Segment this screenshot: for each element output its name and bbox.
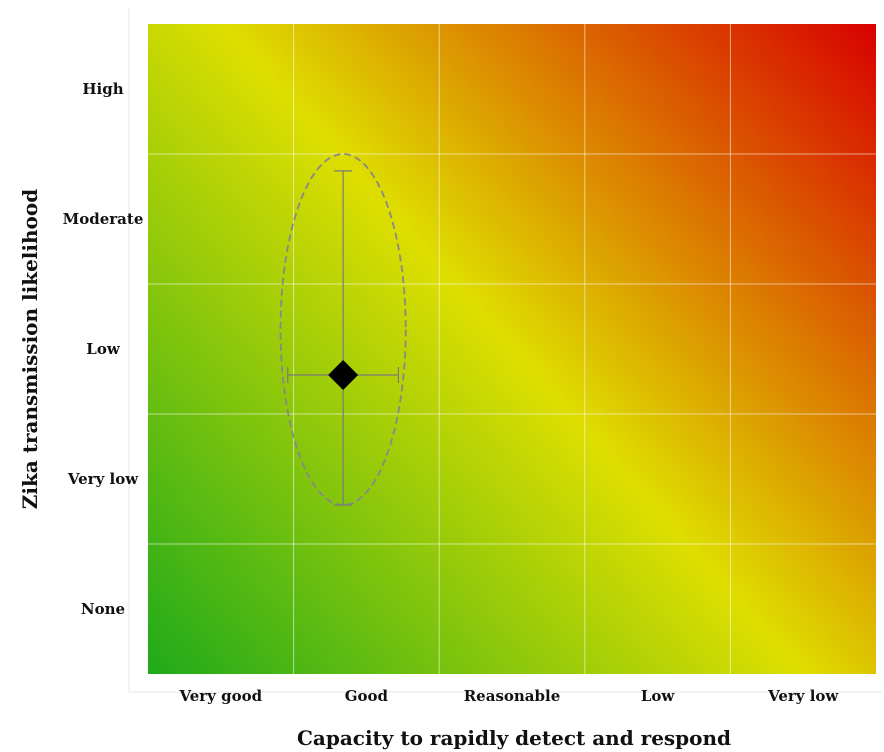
x-tick-label: Very good xyxy=(178,687,262,705)
grid-lines xyxy=(148,24,876,674)
uncertainty-ellipse xyxy=(279,153,407,506)
y-tick-label: Moderate xyxy=(63,210,144,228)
x-tick-label: Low xyxy=(641,687,676,705)
x-tick-label: Reasonable xyxy=(464,687,561,705)
y-tick-label: Low xyxy=(86,340,121,358)
y-tick-label: High xyxy=(82,80,123,98)
x-tick-labels: Very good Good Reasonable Low Very low xyxy=(178,687,839,705)
y-tick-label: Very low xyxy=(67,470,139,488)
x-tick-label: Good xyxy=(345,687,389,705)
x-tick-label: Very low xyxy=(767,687,839,705)
x-axis-title: Capacity to rapidly detect and respond xyxy=(297,726,731,750)
data-point-diamond xyxy=(328,360,359,390)
data-marks xyxy=(279,153,407,506)
y-tick-label: None xyxy=(81,600,125,618)
y-tick-labels: None Very low Low Moderate High xyxy=(63,80,144,618)
plot-background xyxy=(148,24,876,674)
y-axis-title: Zika transmission likelihood xyxy=(18,189,42,509)
